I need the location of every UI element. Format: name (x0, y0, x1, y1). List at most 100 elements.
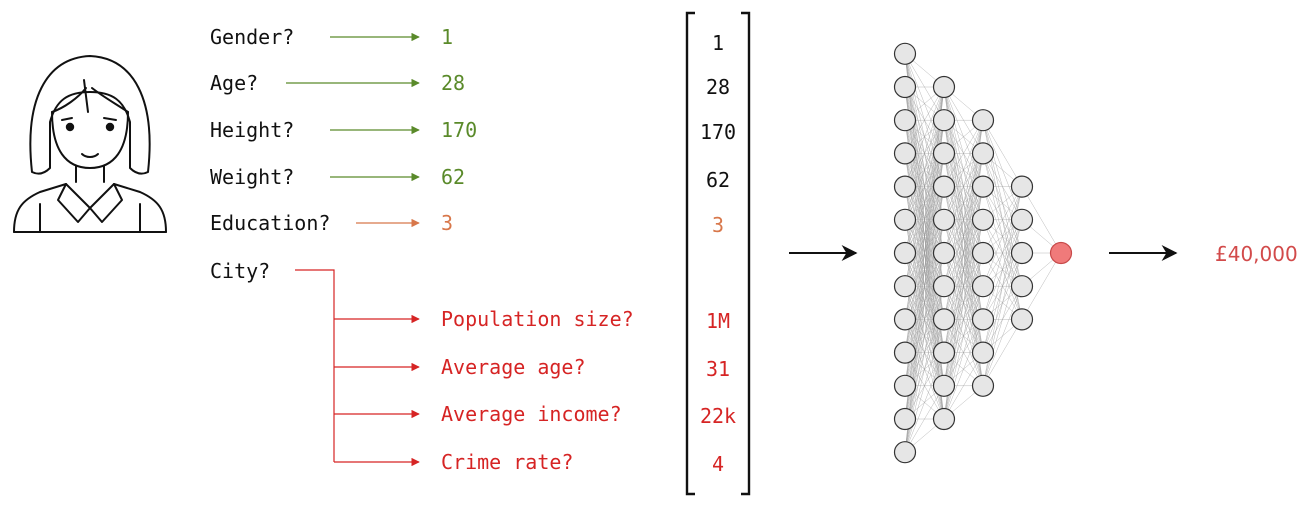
network-edge (904, 86, 945, 187)
neuron (932, 175, 956, 198)
network-edge (904, 86, 945, 154)
network-edge (943, 153, 984, 420)
neuron (1010, 308, 1034, 331)
neuron (932, 75, 956, 99)
value-education: 3 (441, 211, 453, 235)
question-average-income: Average income? (441, 402, 622, 426)
neuron (893, 275, 917, 298)
vector-value-population: 1M (706, 309, 730, 333)
neuron (932, 407, 956, 431)
question-weight: Weight? (210, 165, 294, 189)
neuron (893, 42, 917, 65)
neuron (932, 208, 956, 231)
question-population-size: Population size? (441, 307, 634, 331)
neuron (893, 441, 917, 464)
neuron (893, 374, 917, 397)
value-weight: 62 (441, 165, 465, 189)
network-edge (943, 319, 984, 420)
network-edge (943, 120, 984, 420)
feature-row-height: Height? 170 (210, 118, 477, 142)
question-education: Education? (210, 211, 330, 235)
network-edge (982, 186, 1023, 320)
network-edge (904, 352, 945, 453)
neuron (932, 308, 956, 331)
neuron (971, 241, 995, 265)
neuron (893, 341, 917, 364)
neuron (971, 208, 995, 231)
network-edge (904, 385, 945, 453)
neuron (893, 109, 917, 132)
neuron (971, 275, 995, 298)
network-edge (904, 120, 945, 453)
neuron (971, 109, 995, 132)
neuron (932, 241, 956, 265)
vector-value-education: 3 (712, 213, 724, 237)
question-average-age: Average age? (441, 355, 586, 379)
vector-left-bracket (685, 11, 695, 496)
neuron (1010, 208, 1034, 231)
network-edge (1021, 252, 1062, 320)
neuron (932, 109, 956, 132)
neuron (893, 208, 917, 231)
feature-row-education: Education? 3 (210, 211, 453, 235)
neuron (971, 341, 995, 364)
vector-value-gender: 1 (712, 31, 724, 55)
question-gender: Gender? (210, 25, 294, 49)
neuron (971, 374, 995, 397)
feature-row-age: Age? 28 (210, 71, 465, 95)
network-edge (943, 286, 984, 420)
neuron (932, 374, 956, 397)
vector-value-average-age: 31 (706, 357, 730, 381)
value-height: 170 (441, 118, 477, 142)
feature-row-weight: Weight? 62 (210, 165, 465, 189)
network-edge (904, 86, 945, 453)
vector-value-age: 28 (706, 75, 730, 99)
network-edge (904, 86, 945, 353)
network-edge (982, 252, 1023, 386)
neural-network (893, 42, 1073, 464)
network-edge (982, 286, 1023, 386)
output-neuron (1049, 241, 1073, 265)
neuron (893, 142, 917, 165)
network-edge (904, 319, 945, 453)
network-edge (904, 86, 945, 420)
neuron (893, 175, 917, 198)
neuron (932, 275, 956, 298)
neuron (893, 407, 917, 431)
neuron (971, 142, 995, 165)
network-nodes (893, 42, 1073, 464)
network-edge (943, 120, 984, 220)
city-group: City? Population size? Average age? Aver… (210, 259, 634, 474)
neuron (893, 75, 917, 99)
neuron (1010, 175, 1034, 198)
output-value: £40,000 (1215, 242, 1298, 266)
network-edge (904, 186, 945, 453)
network-edge (982, 319, 1023, 386)
neuron (893, 241, 917, 265)
vector-value-average-income: 22k (700, 404, 736, 428)
neuron (932, 341, 956, 364)
network-edge (1021, 186, 1062, 254)
neuron (1010, 241, 1034, 265)
neuron (971, 308, 995, 331)
network-edge (982, 120, 1023, 187)
network-edge (982, 186, 1023, 254)
question-crime-rate: Crime rate? (441, 450, 573, 474)
vector-value-height: 170 (700, 120, 736, 144)
feature-vector: 1 28 170 62 3 1M 31 22k 4 (685, 11, 751, 496)
vector-right-bracket (741, 11, 751, 496)
network-edge (943, 352, 984, 420)
neuron (893, 308, 917, 331)
neuron (932, 142, 956, 165)
network-edge (904, 86, 945, 386)
feature-row-gender: Gender? 1 (210, 25, 453, 49)
city-bracket-line (295, 269, 335, 462)
vector-value-weight: 62 (706, 168, 730, 192)
person-icon (13, 55, 167, 233)
network-edge (943, 120, 984, 187)
question-height: Height? (210, 118, 294, 142)
network-edge (943, 120, 984, 254)
network-edge (982, 186, 1023, 287)
